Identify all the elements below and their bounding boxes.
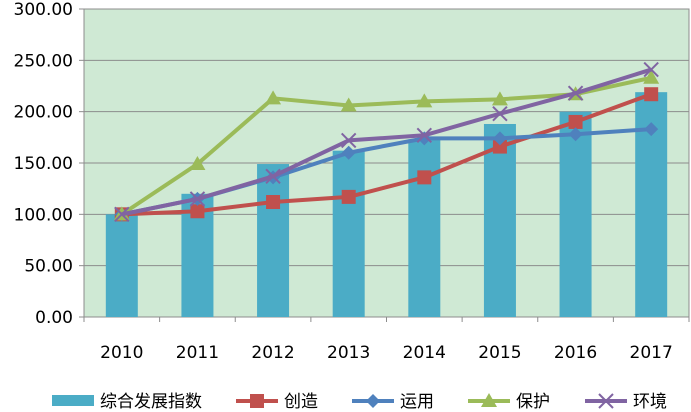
square-marker [266, 195, 281, 210]
triangle-marker [481, 393, 497, 407]
triangle-marker [265, 90, 282, 105]
x-marker-stroke [598, 393, 614, 409]
x-tick-label: 2012 [251, 343, 294, 363]
x-marker-stroke [492, 106, 508, 122]
legend-label: 环境 [633, 392, 667, 412]
x-marker [265, 168, 281, 185]
bar [483, 123, 516, 317]
y-tick-label: 250.00 [14, 51, 73, 71]
square-marker [644, 87, 659, 102]
x-marker-stroke [189, 191, 206, 207]
triangle-marker [491, 91, 508, 106]
square-marker [417, 170, 432, 185]
line-series-square [114, 87, 659, 222]
legend-label: 运用 [400, 392, 434, 412]
bar [332, 150, 365, 317]
legend-label: 保护 [516, 392, 550, 412]
legend-item: 环境 [585, 392, 667, 412]
y-tick-label: 0.00 [35, 308, 73, 328]
y-tick-label: 100.00 [14, 205, 73, 225]
x-marker [598, 393, 614, 409]
series-line [121, 67, 652, 217]
y-tick-label: 200.00 [14, 103, 73, 123]
triangle-marker [189, 156, 206, 171]
x-marker [114, 206, 130, 223]
x-tick-label: 2011 [176, 343, 219, 363]
bar-series [105, 92, 668, 318]
legend-label: 创造 [284, 392, 318, 412]
line-series-x [114, 61, 659, 223]
bar [105, 214, 138, 317]
x-marker-stroke [265, 168, 281, 185]
legend-item: 综合发展指数 [52, 392, 202, 412]
x-marker [189, 191, 206, 207]
x-marker-stroke [340, 132, 357, 149]
y-axis-ticks: 0.00 50.00 100.00 150.00 200.00 250.00 300.00 [14, 0, 84, 328]
y-tick-label: 150.00 [14, 154, 73, 174]
series-line [121, 92, 652, 217]
x-tick-label: 2016 [554, 343, 597, 363]
x-marker [340, 132, 357, 149]
x-marker-stroke [643, 61, 659, 78]
y-tick-label: 50.00 [24, 257, 73, 277]
diamond-marker [341, 145, 356, 160]
x-tick-label: 2017 [630, 343, 673, 363]
x-tick-label: 2010 [100, 343, 143, 363]
legend-item: 创造 [236, 392, 318, 412]
square-marker [568, 114, 583, 129]
bar [257, 164, 290, 317]
x-marker [643, 61, 659, 78]
diamond-marker [568, 127, 583, 142]
x-tick-label: 2015 [478, 343, 521, 363]
x-marker-stroke [416, 127, 433, 143]
x-marker-stroke [114, 206, 130, 223]
x-marker-stroke [567, 85, 584, 101]
bar [559, 111, 592, 318]
square-marker [190, 204, 205, 219]
x-tick-label: 2014 [403, 343, 446, 363]
legend-item: 保护 [468, 392, 550, 412]
legend-swatch [52, 395, 94, 406]
triangle-marker [416, 93, 433, 108]
y-tick-label: 300.00 [14, 0, 73, 20]
square-marker [250, 394, 264, 408]
triangle-marker [340, 97, 357, 112]
diamond-marker [366, 394, 380, 408]
square-marker [492, 139, 507, 154]
x-marker [492, 106, 508, 122]
x-marker [416, 127, 433, 143]
diamond-marker [492, 131, 507, 146]
square-marker [341, 189, 356, 204]
triangle-marker [643, 69, 660, 84]
x-marker [567, 85, 584, 101]
legend-label: 综合发展指数 [100, 392, 202, 412]
x-axis-ticks: 2010 2011 2012 2013 2014 2015 2016 2017 [83, 317, 690, 363]
x-tick-label: 2013 [327, 343, 370, 363]
legend-item: 运用 [352, 392, 434, 412]
bar [408, 139, 441, 317]
diamond-marker [644, 122, 659, 137]
line-series [113, 61, 660, 223]
legend: 综合发展指数 创造 运用 保护 环境 [52, 392, 667, 412]
